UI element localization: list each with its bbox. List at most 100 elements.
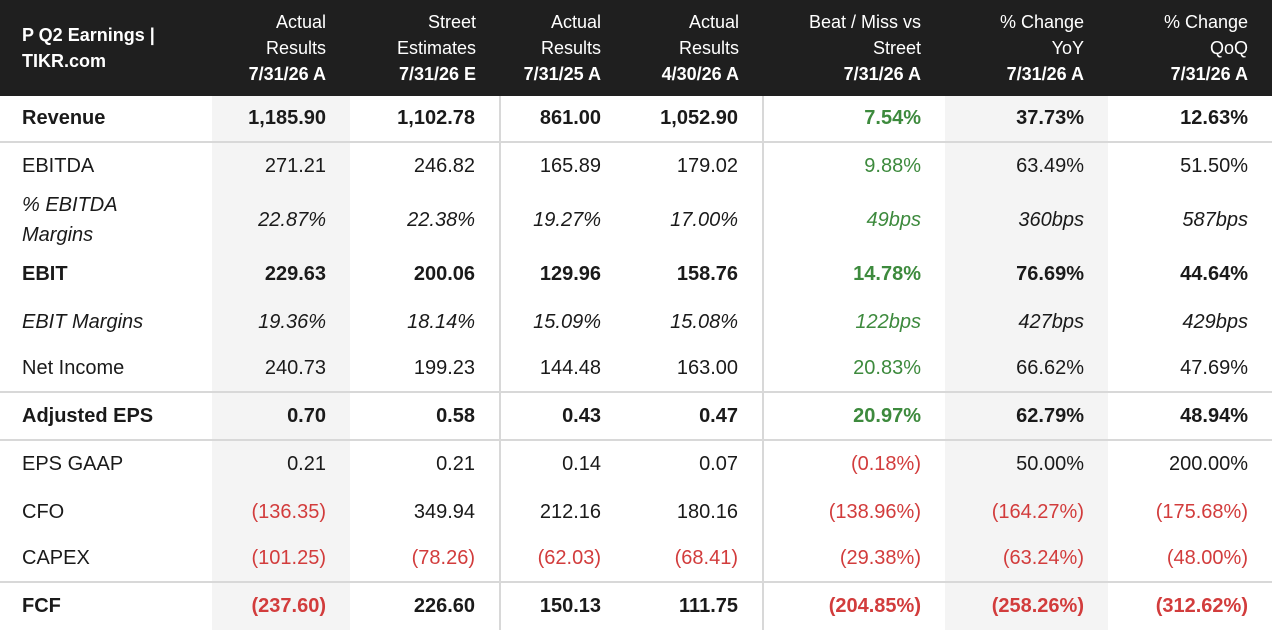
cell-value: 1,102.78 — [350, 96, 500, 143]
cell-value: 349.94 — [413, 500, 475, 523]
row-label: Adjusted EPS — [0, 392, 212, 441]
cell-value: 0.47 — [625, 392, 763, 441]
cell-value: 240.73 — [212, 346, 350, 393]
cell-value: 66.62% — [945, 346, 1108, 393]
col-header-line2: Results — [540, 38, 601, 58]
cell-value: 9.88% — [762, 142, 945, 190]
col-header-date: 7/31/26 A — [1006, 64, 1084, 84]
col-header-line1: % Change — [999, 12, 1084, 32]
col-header-line1: Actual — [550, 12, 601, 32]
col-header-line1: Beat / Miss vs — [808, 12, 921, 32]
cell-value: 20.83% — [762, 346, 945, 393]
cell-value: 22.38% — [407, 208, 475, 231]
row-eps-gaap: EPS GAAP 0.21 0.21 0.14 0.07 (0.18%) 50.… — [0, 440, 1272, 488]
cell-value: 47.69% — [1108, 346, 1272, 393]
cell-value: 51.50% — [1180, 155, 1248, 177]
col-header-actual-prior-year: Actual Results 7/31/25 A — [500, 0, 625, 96]
cell-value: 0.70 — [212, 392, 350, 441]
row-label: CFO — [22, 500, 65, 523]
cell-value: (138.96%) — [762, 488, 945, 536]
col-header-line1: Street — [427, 12, 476, 32]
cell-value: (136.35) — [212, 488, 350, 536]
row-revenue: Revenue 1,185.90 1,102.78 861.00 1,052.9… — [0, 96, 1272, 143]
header-row: P Q2 Earnings | TIKR.com Actual Results 7/… — [0, 0, 1272, 96]
cell-value: 129.96 — [499, 250, 625, 298]
col-header-line2: QoQ — [1209, 38, 1248, 58]
col-header-line1: Actual — [275, 12, 326, 32]
col-header-date: 7/31/26 A — [843, 64, 921, 84]
row-label: % EBITDA Margins — [22, 194, 117, 246]
col-header-change-qoq: % Change QoQ 7/31/26 A — [1108, 0, 1272, 96]
row-fcf: FCF (237.60) 226.60 150.13 111.75 (204.8… — [0, 582, 1272, 630]
row-adjusted-eps: Adjusted EPS 0.70 0.58 0.43 0.47 20.97% … — [0, 392, 1272, 441]
row-label: Net Income — [0, 346, 212, 393]
cell-value: (48.00%) — [1108, 536, 1272, 583]
table-title: P Q2 Earnings | TIKR.com — [0, 0, 212, 96]
cell-value: (101.25) — [212, 536, 350, 583]
row-label: EPS GAAP — [22, 453, 124, 475]
cell-value: 144.48 — [499, 346, 625, 393]
col-header-actual-prior-quarter: Actual Results 4/30/26 A — [625, 0, 763, 96]
cell-value: 163.00 — [625, 346, 763, 393]
col-header-actual-results: Actual Results 7/31/26 A — [212, 0, 350, 96]
cell-value: 22.87% — [212, 190, 350, 250]
cell-value: 360bps — [945, 190, 1108, 250]
cell-value: 0.43 — [499, 392, 625, 441]
row-label: EBITDA — [22, 155, 95, 177]
cell-value: 427bps — [945, 298, 1108, 346]
col-header-date: 7/31/25 A — [523, 64, 601, 84]
col-header-line2: Estimates — [396, 38, 476, 58]
col-header-street-estimates: Street Estimates 7/31/26 E — [350, 0, 500, 96]
cell-value: 15.08% — [670, 310, 738, 333]
cell-value: (258.26%) — [945, 582, 1108, 630]
cell-value: 63.49% — [945, 142, 1108, 190]
cell-value: 19.27% — [499, 190, 625, 250]
cell-value: (68.41) — [625, 536, 763, 583]
row-ebitda-margins: % EBITDA Margins 22.87% 22.38% 19.27% 17… — [0, 190, 1272, 250]
cell-value: 111.75 — [679, 595, 738, 617]
row-net-income: Net Income 240.73 199.23 144.48 163.00 2… — [0, 346, 1272, 393]
cell-value: 200.00% — [1169, 453, 1248, 475]
cell-value: 179.02 — [676, 155, 738, 177]
row-label: EBIT Margins — [22, 310, 144, 333]
cell-value: (62.03) — [499, 536, 625, 583]
earnings-table: P Q2 Earnings | TIKR.com Actual Results 7/… — [0, 0, 1272, 630]
col-header-line2: Results — [265, 38, 326, 58]
cell-value: 150.13 — [499, 582, 625, 630]
cell-value: (204.85%) — [762, 582, 945, 630]
cell-value: 19.36% — [212, 298, 350, 346]
cell-value: (29.38%) — [762, 536, 945, 583]
col-header-date: 7/31/26 A — [248, 64, 326, 84]
cell-value: 14.78% — [762, 250, 945, 298]
cell-value: (175.68%) — [1155, 500, 1248, 523]
cell-value: 246.82 — [413, 155, 475, 177]
col-header-date: 7/31/26 A — [1170, 64, 1248, 84]
col-header-line2: YoY — [1051, 38, 1084, 58]
cell-value: 271.21 — [212, 142, 350, 190]
cell-value: 199.23 — [350, 346, 500, 393]
cell-value: 226.60 — [413, 595, 475, 617]
cell-value: (237.60) — [212, 582, 350, 630]
cell-value: 0.21 — [212, 440, 350, 488]
row-label: EBIT — [22, 262, 68, 285]
row-label: FCF — [22, 595, 61, 617]
cell-value: 12.63% — [1108, 96, 1272, 143]
cell-value: 200.06 — [413, 262, 475, 285]
cell-value: 429bps — [1182, 310, 1248, 333]
cell-value: (63.24%) — [945, 536, 1108, 583]
col-header-date: 4/30/26 A — [661, 64, 739, 84]
cell-value: 861.00 — [499, 96, 625, 143]
cell-value: (0.18%) — [762, 440, 945, 488]
cell-value: 17.00% — [670, 208, 738, 231]
col-header-line2: Street — [872, 38, 921, 58]
cell-value: 50.00% — [945, 440, 1108, 488]
cell-value: 7.54% — [762, 96, 945, 143]
cell-value: 165.89 — [499, 142, 625, 190]
cell-value: 0.21 — [436, 453, 475, 475]
cell-value: 180.16 — [676, 500, 738, 523]
row-ebit: EBIT 229.63 200.06 129.96 158.76 14.78% … — [0, 250, 1272, 298]
cell-value: 49bps — [762, 190, 945, 250]
cell-value: 158.76 — [676, 262, 738, 285]
cell-value: 0.07 — [699, 453, 738, 475]
col-header-date: 7/31/26 E — [398, 64, 476, 84]
